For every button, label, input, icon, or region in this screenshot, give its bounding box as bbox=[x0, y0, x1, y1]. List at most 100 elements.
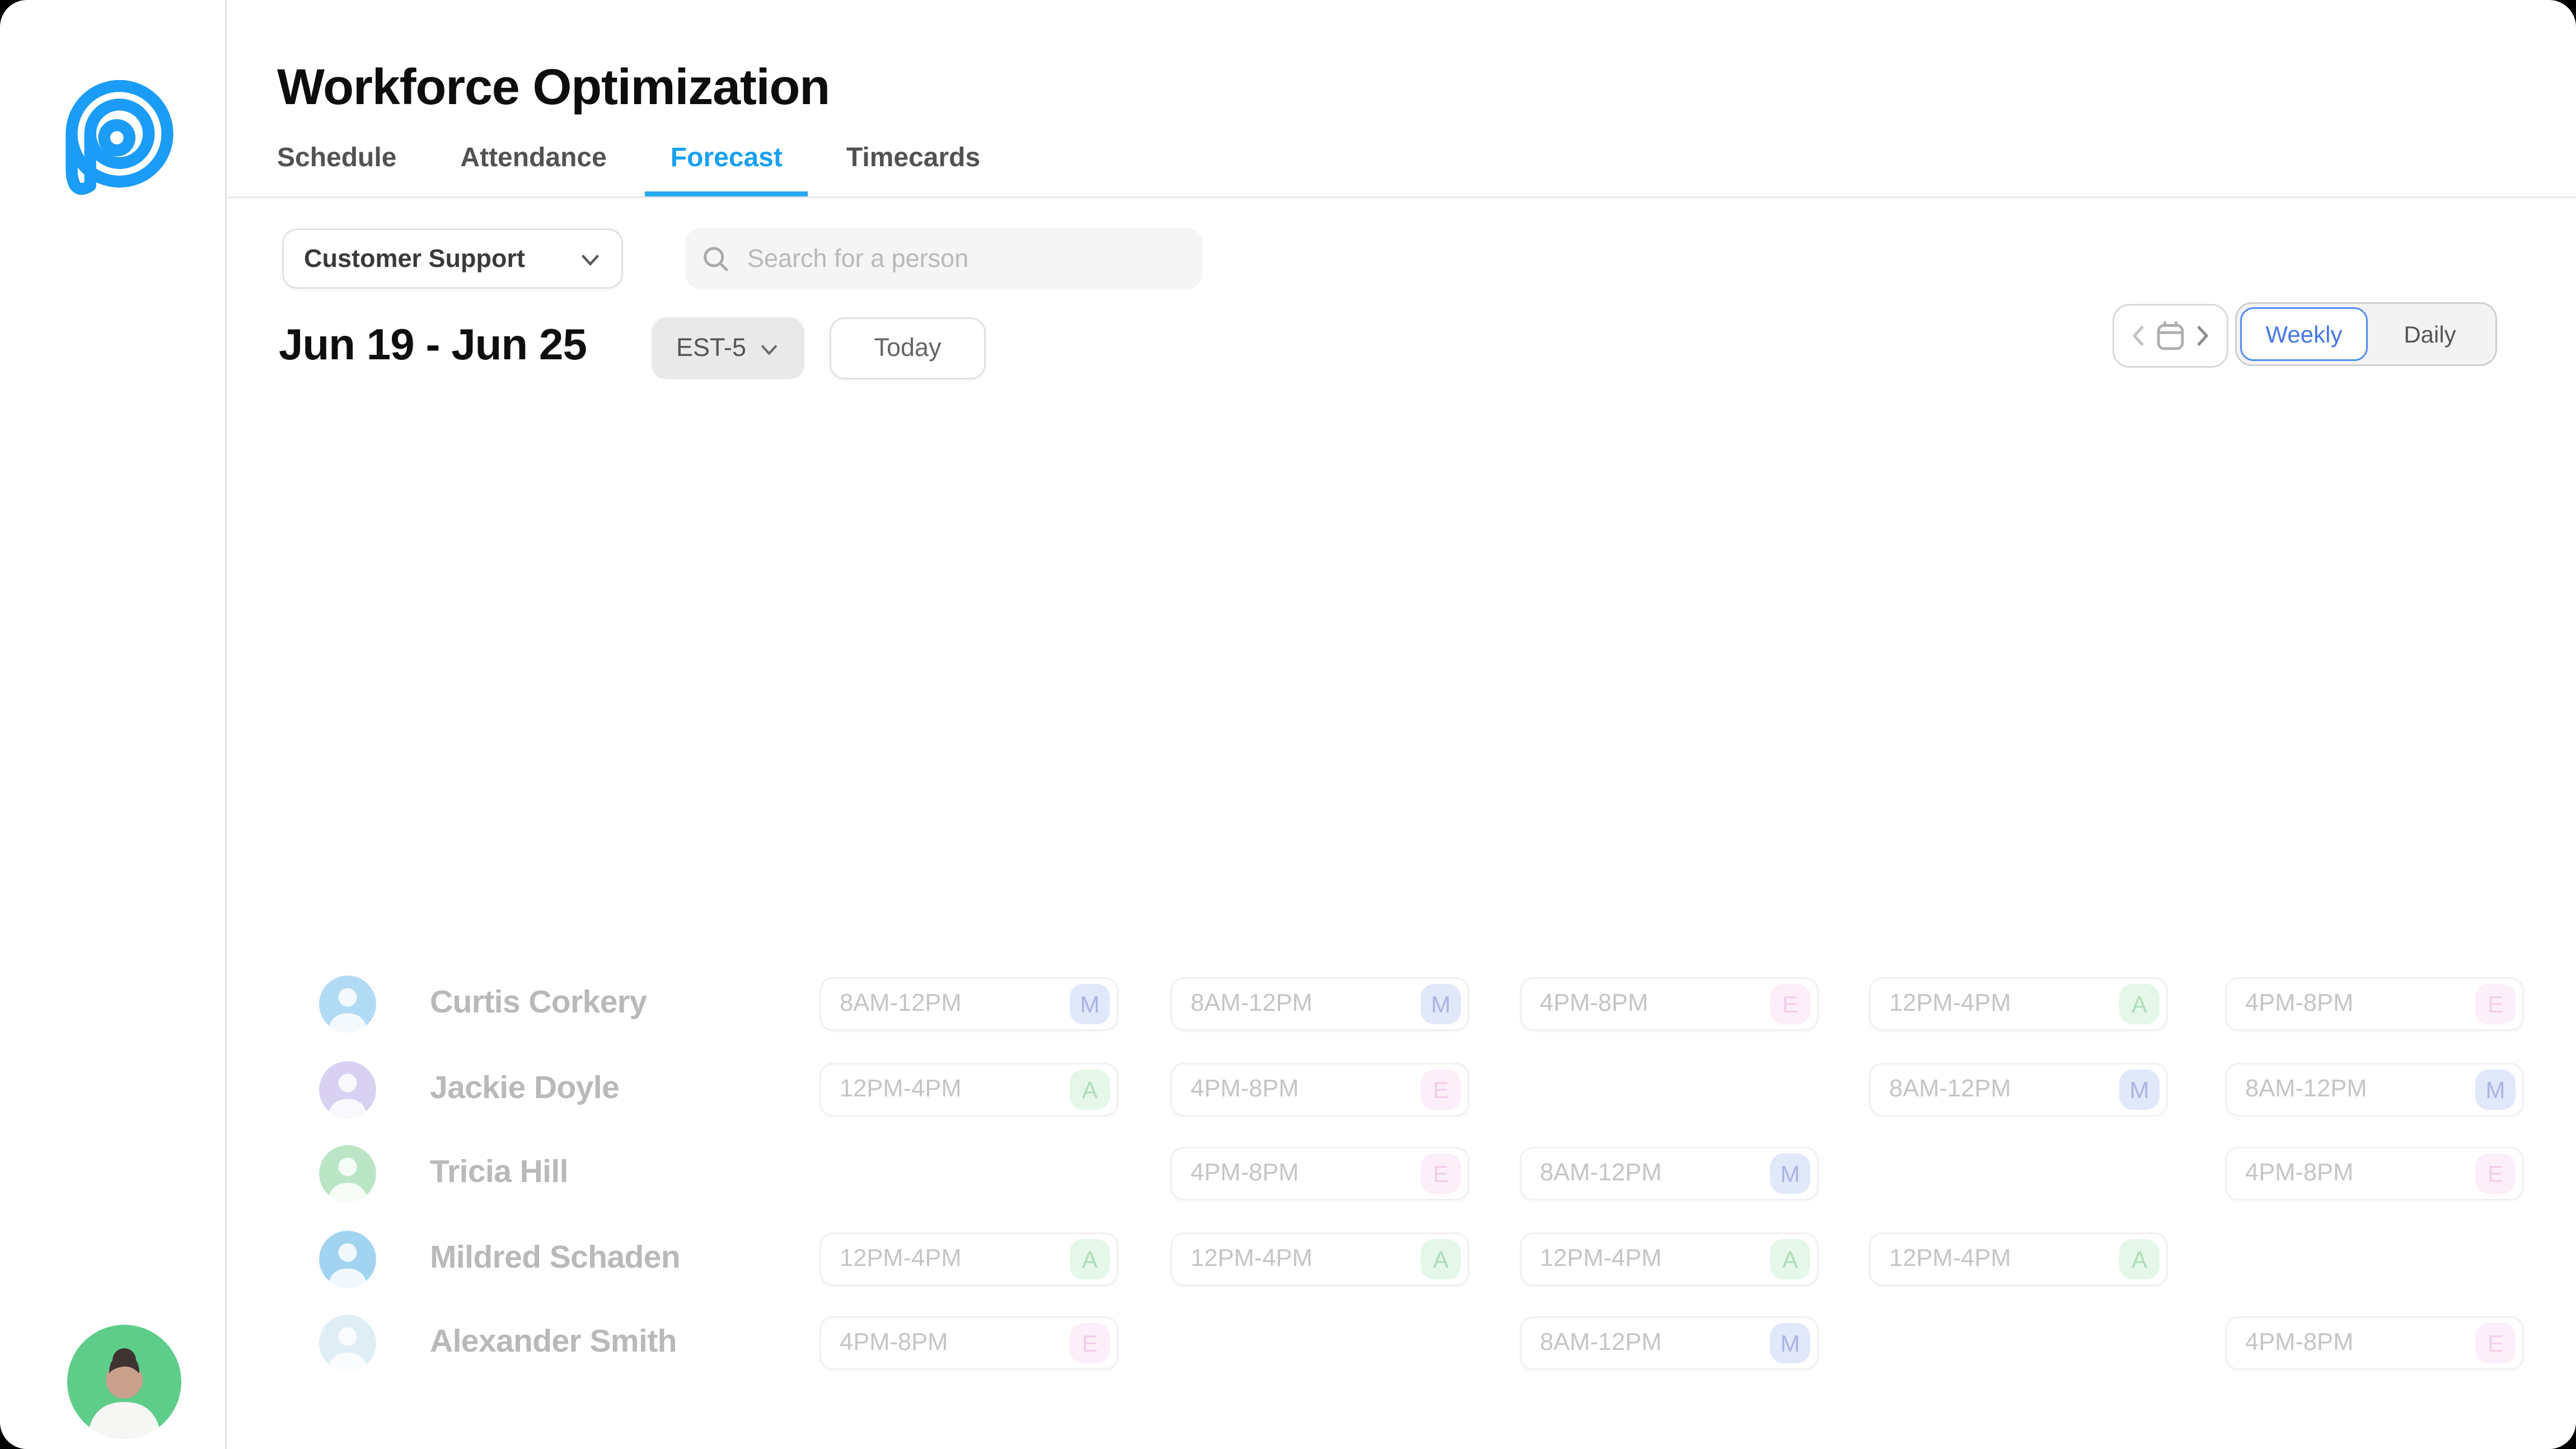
shift-time: 8AM-12PM bbox=[2245, 1076, 2367, 1103]
shift-time: 12PM-4PM bbox=[1540, 1246, 1662, 1273]
shift-type-badge: E bbox=[1770, 984, 1810, 1024]
shift-time: 8AM-12PM bbox=[1540, 1330, 1662, 1357]
shift-type-badge: E bbox=[1421, 1153, 1461, 1194]
schedule-row: Curtis Corkery 8AM-12PM M 8AM-12PM M 4PM-8PM E… bbox=[225, 962, 2576, 1046]
shift-cell[interactable]: 12PM-4PM A bbox=[1869, 1232, 2168, 1286]
user-avatar[interactable] bbox=[67, 1325, 181, 1439]
search-icon bbox=[702, 245, 730, 273]
date-range-label: Jun 19 - Jun 25 bbox=[279, 319, 587, 369]
shift-time: 4PM-8PM bbox=[2245, 991, 2354, 1017]
shift-time: 4PM-8PM bbox=[2245, 1160, 2354, 1187]
shift-type-badge: A bbox=[1070, 1239, 1110, 1279]
shift-time: 8AM-12PM bbox=[1889, 1076, 2011, 1103]
shift-time: 4PM-8PM bbox=[2245, 1330, 2354, 1357]
shift-type-badge: E bbox=[1070, 1323, 1110, 1363]
shift-cell[interactable]: 8AM-12PM M bbox=[1520, 1316, 1819, 1370]
view-toggle-daily[interactable]: Daily bbox=[2368, 307, 2492, 361]
next-week-button[interactable] bbox=[2195, 324, 2210, 348]
view-toggle: Weekly Daily bbox=[2235, 302, 2497, 366]
timezone-selector[interactable]: EST-5 bbox=[652, 317, 804, 379]
team-selector-dropdown[interactable]: Customer Support bbox=[282, 228, 623, 289]
team-selector-value: Customer Support bbox=[304, 244, 526, 273]
shift-type-badge: A bbox=[2119, 984, 2160, 1024]
search-input[interactable] bbox=[744, 242, 1186, 275]
schedule-row: Alexander Smith 4PM-8PM E 8AM-12PM M 4PM-8PM E bbox=[225, 1301, 2576, 1385]
shift-time: 4PM-8PM bbox=[1191, 1076, 1299, 1103]
shift-time: 12PM-4PM bbox=[840, 1246, 962, 1273]
shift-time: 12PM-4PM bbox=[1889, 991, 2011, 1017]
person-avatar bbox=[319, 1231, 376, 1288]
person-avatar bbox=[319, 1061, 376, 1118]
chevron-down-icon bbox=[760, 339, 780, 359]
shift-type-badge: A bbox=[1770, 1239, 1810, 1279]
calendar-icon bbox=[2155, 319, 2186, 353]
chevron-down-icon bbox=[579, 248, 601, 270]
shift-cell[interactable]: 4PM-8PM E bbox=[2225, 977, 2524, 1031]
person-name: Jackie Doyle bbox=[430, 1071, 620, 1106]
shift-type-badge: M bbox=[1070, 984, 1110, 1024]
shift-type-badge: E bbox=[2475, 984, 2516, 1024]
shift-time: 8AM-12PM bbox=[840, 991, 962, 1017]
shift-time: 4PM-8PM bbox=[840, 1330, 948, 1357]
shift-type-badge: M bbox=[1770, 1323, 1810, 1363]
person-name: Tricia Hill bbox=[430, 1155, 568, 1190]
schedule-row: Tricia Hill 4PM-8PM E 8AM-12PM M 4PM-8PM E bbox=[225, 1132, 2576, 1216]
tab-timecards[interactable]: Timecards bbox=[846, 144, 980, 198]
shift-time: 8AM-12PM bbox=[1540, 1160, 1662, 1187]
person-avatar bbox=[319, 1315, 376, 1372]
shift-cell[interactable]: 4PM-8PM E bbox=[2225, 1316, 2524, 1370]
app-logo-icon bbox=[50, 77, 178, 212]
tab-attendance[interactable]: Attendance bbox=[460, 144, 606, 198]
shift-cell[interactable]: 12PM-4PM A bbox=[1520, 1232, 1819, 1286]
shift-cell[interactable]: 4PM-8PM E bbox=[819, 1316, 1118, 1370]
shift-type-badge: A bbox=[2119, 1239, 2160, 1279]
shift-type-badge: M bbox=[1421, 984, 1461, 1024]
timezone-value: EST-5 bbox=[676, 334, 747, 363]
shift-type-badge: M bbox=[2119, 1070, 2160, 1110]
shift-time: 4PM-8PM bbox=[1191, 1160, 1299, 1187]
shift-type-badge: M bbox=[1770, 1153, 1810, 1194]
tab-bar: Schedule Attendance Forecast Timecards bbox=[277, 144, 980, 198]
shift-cell[interactable]: 12PM-4PM A bbox=[819, 1063, 1118, 1117]
shift-cell[interactable]: 12PM-4PM A bbox=[1869, 977, 2168, 1031]
shift-time: 12PM-4PM bbox=[1191, 1246, 1313, 1273]
shift-type-badge: E bbox=[1421, 1070, 1461, 1110]
shift-cell[interactable]: 8AM-12PM M bbox=[1170, 977, 1469, 1031]
header-divider bbox=[227, 196, 2576, 198]
shift-type-badge: A bbox=[1421, 1239, 1461, 1279]
date-navigation bbox=[2113, 304, 2228, 368]
shift-type-badge: E bbox=[2475, 1153, 2516, 1194]
shift-cell[interactable]: 12PM-4PM A bbox=[1170, 1232, 1469, 1286]
view-toggle-weekly[interactable]: Weekly bbox=[2240, 307, 2368, 361]
shift-type-badge: A bbox=[1070, 1070, 1110, 1110]
shift-cell[interactable]: 8AM-12PM M bbox=[2225, 1063, 2524, 1117]
sidebar-divider bbox=[225, 0, 227, 1449]
previous-week-button[interactable] bbox=[2131, 324, 2146, 348]
shift-cell[interactable]: 4PM-8PM E bbox=[1170, 1063, 1469, 1117]
shift-time: 12PM-4PM bbox=[840, 1076, 962, 1103]
shift-cell[interactable]: 4PM-8PM E bbox=[1520, 977, 1819, 1031]
shift-time: 4PM-8PM bbox=[1540, 991, 1648, 1017]
shift-type-badge: E bbox=[2475, 1323, 2516, 1363]
schedule-row: Mildred Schaden 12PM-4PM A 12PM-4PM A 12PM-4P… bbox=[225, 1217, 2576, 1301]
shift-type-badge: M bbox=[2475, 1070, 2516, 1110]
shift-cell[interactable]: 8AM-12PM M bbox=[1520, 1147, 1819, 1201]
tab-schedule[interactable]: Schedule bbox=[277, 144, 396, 198]
shift-cell[interactable]: 4PM-8PM E bbox=[1170, 1147, 1469, 1201]
shift-cell[interactable]: 12PM-4PM A bbox=[819, 1232, 1118, 1286]
shift-cell[interactable]: 4PM-8PM E bbox=[2225, 1147, 2524, 1201]
page-title: Workforce Optimization bbox=[277, 60, 830, 116]
tab-forecast[interactable]: Forecast bbox=[645, 144, 807, 198]
person-avatar bbox=[319, 1145, 376, 1202]
today-button[interactable]: Today bbox=[830, 317, 986, 379]
person-name: Curtis Corkery bbox=[430, 986, 647, 1021]
person-name: Alexander Smith bbox=[430, 1325, 677, 1360]
schedule-row: Jackie Doyle 12PM-4PM A 4PM-8PM E 8AM-12PM M 8A… bbox=[225, 1048, 2576, 1132]
search-box bbox=[685, 228, 1202, 289]
shift-cell[interactable]: 8AM-12PM M bbox=[1869, 1063, 2168, 1117]
shift-time: 8AM-12PM bbox=[1191, 991, 1313, 1017]
shift-cell[interactable]: 8AM-12PM M bbox=[819, 977, 1118, 1031]
person-name: Mildred Schaden bbox=[430, 1241, 681, 1276]
